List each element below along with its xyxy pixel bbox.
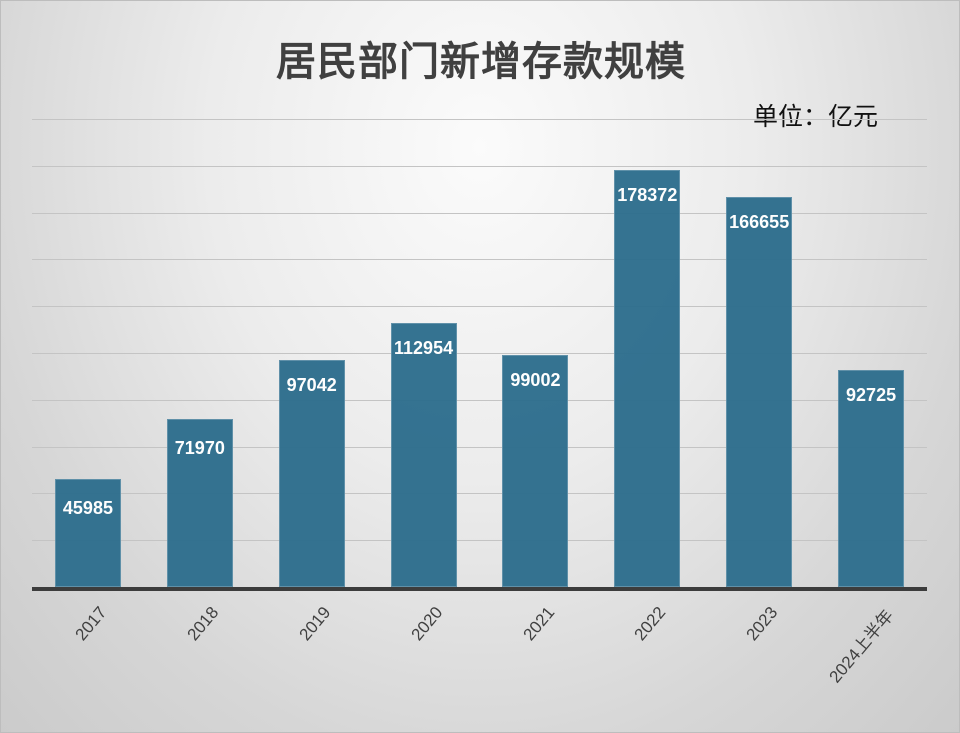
gridline — [32, 259, 927, 261]
bar-2017: 45985 — [54, 479, 121, 587]
plot-area: 45985 2017 71970 2018 97042 2019 112954 2020 990… — [32, 119, 927, 686]
gridline — [32, 540, 927, 542]
bar-2019: 97042 — [278, 359, 345, 587]
gridline — [32, 212, 927, 214]
x-tick-label: 2023 — [742, 603, 782, 645]
gridline — [32, 353, 927, 354]
x-tick-label: 2020 — [407, 603, 447, 645]
bar-2020: 112954 — [390, 322, 457, 587]
x-tick-label: 2021 — [519, 603, 558, 645]
gridline — [32, 493, 927, 495]
data-label: 99002 — [510, 370, 561, 391]
chart-title: 居民部门新增存款规模 — [276, 39, 686, 85]
x-tick-label: 2018 — [183, 603, 223, 645]
gridline — [32, 399, 927, 401]
x-tick-label: 2024上半年 — [825, 606, 898, 687]
data-label: 92725 — [846, 385, 897, 406]
gridline — [32, 119, 927, 120]
x-tick-label: 2017 — [71, 603, 111, 645]
x-tick-label: 2022 — [630, 603, 670, 645]
bar-2018: 71970 — [166, 418, 233, 587]
data-label: 45985 — [62, 498, 113, 519]
data-label: 97042 — [286, 374, 337, 395]
data-label: 71970 — [174, 437, 225, 458]
x-axis-line — [32, 587, 927, 591]
x-tick-label: 2019 — [295, 603, 335, 645]
bar-2022: 178372 — [614, 169, 681, 587]
bar-2021: 99002 — [502, 355, 569, 587]
gridline — [32, 446, 927, 448]
data-label: 166655 — [729, 212, 790, 233]
gridline — [32, 165, 927, 167]
data-label: 178372 — [617, 184, 678, 205]
unit-label: 单位：亿元 — [753, 102, 879, 131]
bar-2023: 166655 — [726, 197, 793, 587]
gridline — [32, 306, 927, 308]
bar-2024上半年: 92725 — [838, 370, 905, 587]
data-label: 112954 — [394, 337, 454, 358]
